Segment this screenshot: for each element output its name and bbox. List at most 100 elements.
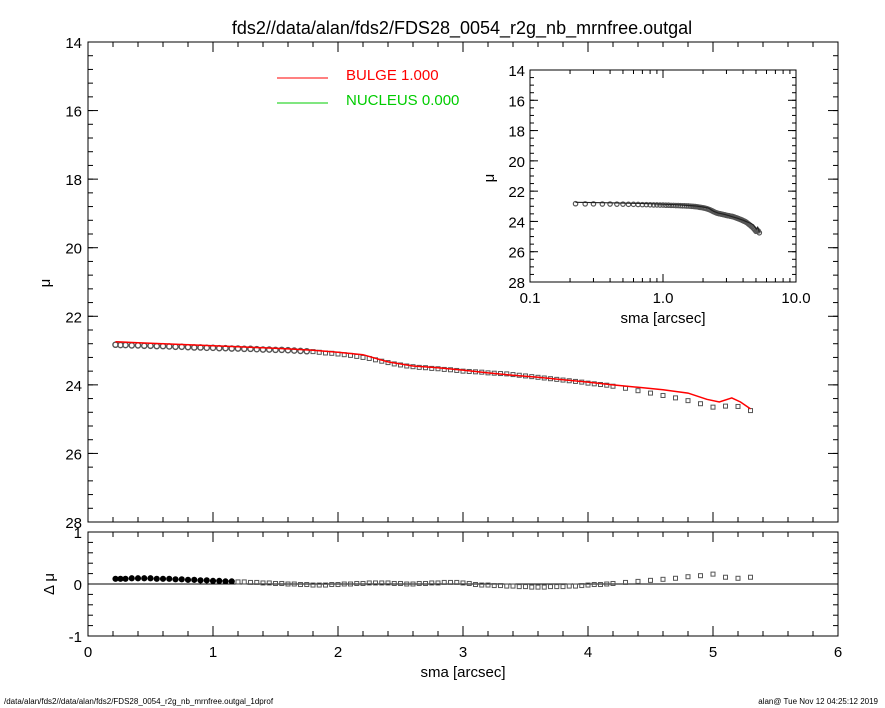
residual-point [673,575,678,581]
residual-point [579,583,585,589]
residual-point [610,580,616,586]
inset-data-point [647,201,653,208]
residual-x-tick-label: 4 [584,644,592,661]
residual-point [598,582,603,588]
data-point [234,345,242,352]
legend-nucleus-label: NUCLEUS 0.000 [346,92,459,109]
residual-point [379,580,385,586]
inset-y-tick-label: 20 [508,154,525,171]
data-point [134,342,142,349]
inset-data-point [654,202,660,208]
residual-point [117,575,124,582]
residual-x-tick-label: 6 [834,644,842,661]
inset-data-point [590,201,597,207]
data-point [735,403,741,409]
data-point [585,380,591,386]
inset-data-point [599,201,606,207]
main-y-tick-label: 28 [65,515,82,532]
residual-point [298,582,303,588]
residual-point [698,573,703,579]
residual-point [122,575,129,582]
residual-point [454,579,460,585]
residual-point [516,584,522,590]
inset-y-tick-label: 28 [508,275,525,292]
residual-data-marks [112,571,753,590]
inset-y-tick-label: 22 [508,184,525,201]
main-y-tick-label: 26 [65,446,82,463]
inset-y-tick-label: 16 [508,93,525,110]
residual-point [147,575,154,582]
inset-axes: 14 16 18 20 22 24 26 280.1 1.0 10.0 [508,63,810,307]
residual-point [548,584,553,590]
inset-x-tick-label: 0.1 [520,290,541,307]
footer-timestamp: alan@ Tue Nov 12 04:25:12 2019 [758,697,878,706]
data-point [598,382,603,388]
residual-point [710,571,716,577]
data-point [460,368,466,374]
residual-point [366,580,372,586]
residual-x-tick-label: 3 [459,644,467,661]
residual-point [329,582,335,588]
data-point [648,390,653,396]
residual-point [623,579,628,585]
data-point [635,388,641,394]
data-point [297,347,304,355]
residual-point [241,579,247,585]
data-point [259,346,267,353]
plot-title: fds2//data/alan/fds2/FDS28_0054_r2g_nb_m… [232,18,692,39]
main-y-tick-label: 18 [65,172,82,189]
data-point [441,366,447,372]
data-point [354,353,360,359]
inset-y-tick-label: 18 [508,124,525,141]
data-point [435,366,441,372]
inset-x-tick-label: 1.0 [653,290,674,307]
residual-point [209,577,217,584]
residual-y-tick-label: 0 [74,577,82,594]
residual-point [510,583,516,589]
inset-x-axis-label: sma [arcsec] [620,310,705,327]
inset-data-point [614,201,620,207]
residual-point [291,581,297,587]
data-point [265,346,273,353]
residual-point [273,580,278,586]
residual-point [573,583,578,589]
residual-point [216,577,223,584]
inset-data-point [607,201,613,207]
legend: BULGE 1.000 NUCLEUS 0.000 [277,67,459,109]
data-point [685,398,691,404]
main-y-tick-label: 14 [65,35,82,52]
residual-point [723,574,728,580]
residual-point [479,582,485,588]
residual-point [354,580,360,586]
data-point [140,342,148,350]
residual-point [498,583,503,589]
residual-x-tick-label: 0 [84,644,92,661]
residual-x-tick-label: 1 [209,644,217,661]
residual-point [504,583,510,589]
data-point [604,382,610,388]
residual-point [410,581,416,587]
data-point [698,401,703,407]
main-y-tick-label: 20 [65,241,82,258]
inset-plot-frame [529,69,797,283]
residual-point [735,575,741,581]
inset-data-marks [572,200,763,236]
residual-point [316,582,322,588]
inset-data-point [665,202,672,209]
residual-point [285,581,291,587]
residual-point [435,580,441,586]
residual-point [423,580,428,586]
residual-point [429,580,435,586]
data-point [153,342,161,350]
residual-point [248,579,253,585]
residual-point [660,576,666,582]
inset-y-tick-label: 26 [508,245,525,262]
residual-point [566,583,572,589]
residual-point [529,584,535,590]
residual-point [604,581,610,587]
residual-point [203,577,210,584]
inset-panel: 14 16 18 20 22 24 26 280.1 1.0 10.0 μ sma [arcsec… [481,63,811,327]
residual-point [523,584,528,590]
residual-point [141,575,148,582]
residual-point [385,580,391,586]
